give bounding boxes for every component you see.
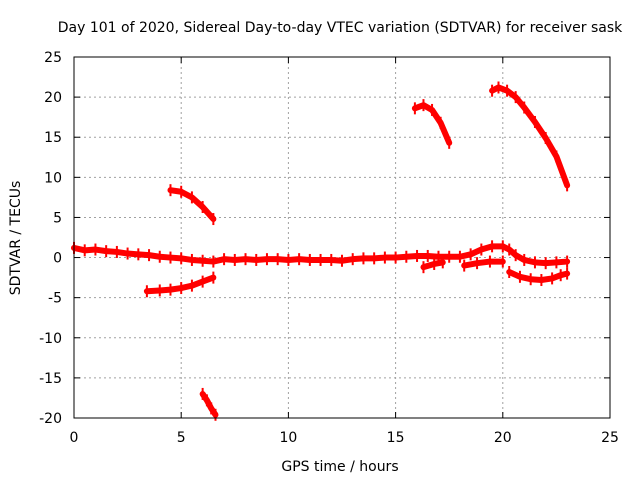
x-tick-label: 10 <box>279 430 297 446</box>
y-tick-label: 10 <box>44 170 62 186</box>
series-neg-arc-3 <box>461 255 506 272</box>
y-tick-label: -15 <box>39 371 62 387</box>
axis-ticks: 0 5 10 15 20 25 -20 -15 -10 -5 0 5 10 15 20 25 <box>39 50 619 446</box>
series-neg-arc-1 <box>143 271 217 298</box>
series-main-band <box>71 240 571 270</box>
series-line <box>71 243 571 267</box>
series-pos-arc-2 <box>411 99 453 149</box>
y-tick-label: 20 <box>44 90 62 106</box>
series-neg-arc-2 <box>420 256 446 274</box>
y-tick-label: -20 <box>39 411 62 427</box>
y-tick-label: -5 <box>48 291 62 307</box>
plot-frame <box>73 56 611 419</box>
y-tick-label: -10 <box>39 331 62 347</box>
y-tick-label: 15 <box>44 130 62 146</box>
y-axis-label: SDTVAR / TECUs <box>8 181 24 296</box>
y-tick-label: 25 <box>44 50 62 66</box>
x-tick-label: 15 <box>387 430 405 446</box>
series-line <box>461 258 506 269</box>
series-neg-steep-arc <box>199 387 219 421</box>
x-axis-label: GPS time / hours <box>281 459 398 475</box>
data-series <box>71 81 571 421</box>
y-tick-label: 0 <box>53 251 62 267</box>
series-pos-arc-3 <box>489 81 571 192</box>
series-pos-arc-1 <box>167 184 217 226</box>
series-neg-arc-4 <box>506 265 571 287</box>
y-tick-label: 5 <box>53 210 62 226</box>
x-tick-label: 20 <box>494 430 512 446</box>
x-tick-label: 25 <box>601 430 619 446</box>
chart-title: Day 101 of 2020, Sidereal Day-to-day VTE… <box>58 20 623 36</box>
series-line <box>199 390 219 418</box>
x-tick-label: 5 <box>177 430 186 446</box>
x-tick-label: 0 <box>70 430 79 446</box>
